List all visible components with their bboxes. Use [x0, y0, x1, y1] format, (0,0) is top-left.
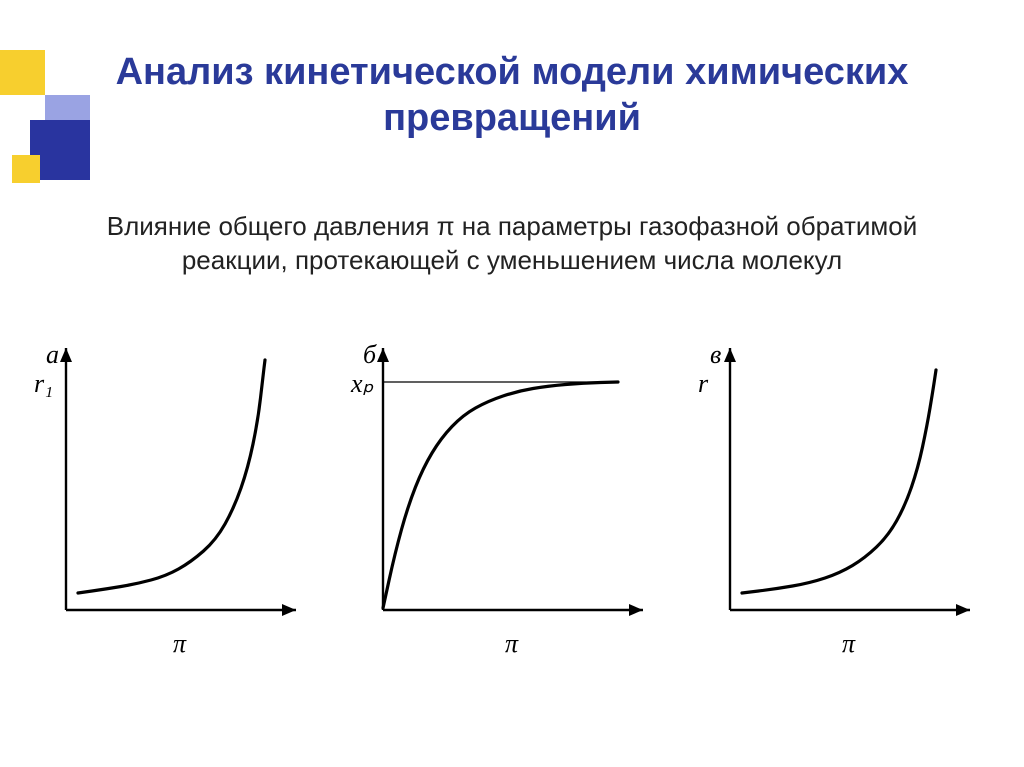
panel-label-a: а	[46, 340, 59, 370]
svg-text:π: π	[505, 629, 519, 658]
decor-sq-yellow-2	[12, 155, 40, 183]
chart-c-svg: rπ	[694, 340, 994, 695]
slide-title: Анализ кинетической модели химических пр…	[0, 50, 1024, 141]
chart-panel-a: а r₁ π	[30, 340, 320, 710]
chart-b-svg: xₚ π	[347, 340, 667, 695]
svg-text:π: π	[842, 629, 856, 658]
svg-text:xₚ: xₚ	[350, 369, 374, 398]
slide-subtitle: Влияние общего давления π на параметры г…	[0, 210, 1024, 278]
panel-label-b: б	[363, 340, 376, 370]
svg-text:π: π	[173, 629, 187, 658]
svg-text:r₁: r₁	[34, 369, 53, 398]
panel-label-c: в	[710, 340, 721, 370]
chart-panel-c: в rπ	[694, 340, 994, 710]
charts-row: а r₁π б xₚπ в rπ	[30, 340, 994, 710]
svg-text:r: r	[698, 369, 709, 398]
chart-panel-b: б xₚ π	[347, 340, 667, 710]
chart-a-svg: r₁ π	[30, 340, 320, 695]
